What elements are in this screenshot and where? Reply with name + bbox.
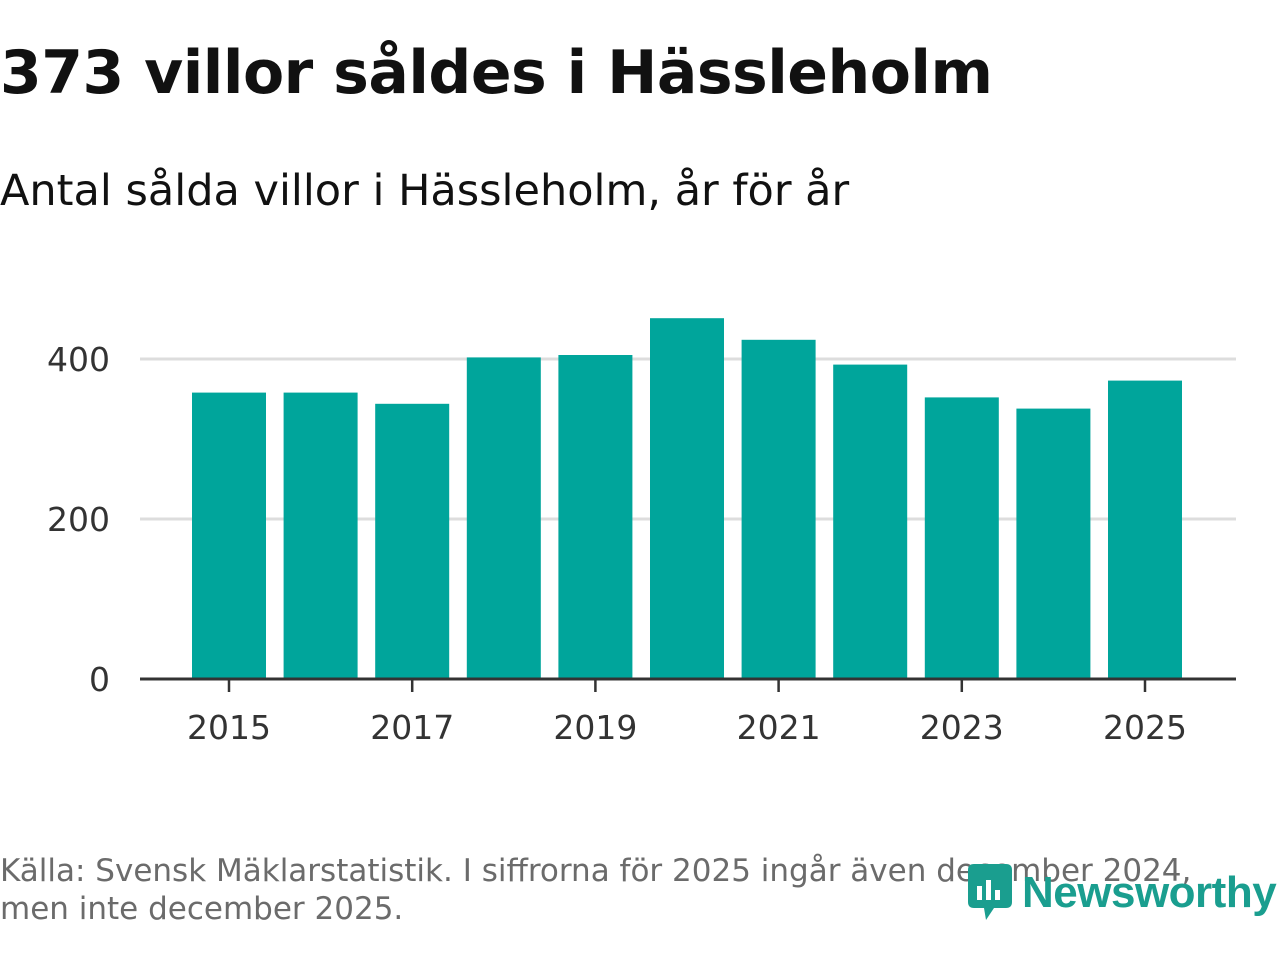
y-tick-label: 400 bbox=[47, 340, 110, 379]
newsworthy-logo-icon bbox=[968, 864, 1012, 920]
chart-title: 373 villor såldes i Hässleholm bbox=[0, 38, 993, 108]
bar-2017 bbox=[375, 403, 450, 679]
x-tick-label: 2021 bbox=[737, 708, 821, 747]
bar-2019 bbox=[558, 355, 633, 679]
bar-2025 bbox=[1108, 380, 1182, 679]
x-tick-label: 2017 bbox=[370, 708, 454, 747]
x-tick-label: 2023 bbox=[920, 708, 1004, 747]
bar-2016 bbox=[283, 392, 358, 679]
x-tick-label: 2015 bbox=[187, 708, 271, 747]
bars bbox=[192, 318, 1182, 679]
newsworthy-logo: Newsworthy bbox=[964, 862, 1277, 924]
x-tick-label: 2019 bbox=[553, 708, 637, 747]
source-line-2: men inte december 2025. bbox=[0, 891, 404, 927]
bar-2015 bbox=[192, 392, 266, 679]
chart-subtitle: Antal sålda villor i Hässleholm, år för … bbox=[0, 166, 850, 216]
bar-2021 bbox=[741, 339, 816, 679]
bar-2020 bbox=[650, 318, 724, 679]
y-tick-label: 0 bbox=[89, 660, 110, 699]
bar-2023 bbox=[924, 397, 999, 679]
bar-2022 bbox=[833, 364, 908, 679]
brand-name: Newsworthy bbox=[1022, 868, 1277, 917]
axes: 0 200 400 2015 2017 2019 2021 2023 2025 bbox=[47, 340, 1236, 747]
bar-2024 bbox=[1016, 408, 1091, 679]
y-tick-label: 200 bbox=[47, 500, 110, 539]
x-tick-label: 2025 bbox=[1103, 708, 1187, 747]
bar-2018 bbox=[466, 357, 541, 679]
